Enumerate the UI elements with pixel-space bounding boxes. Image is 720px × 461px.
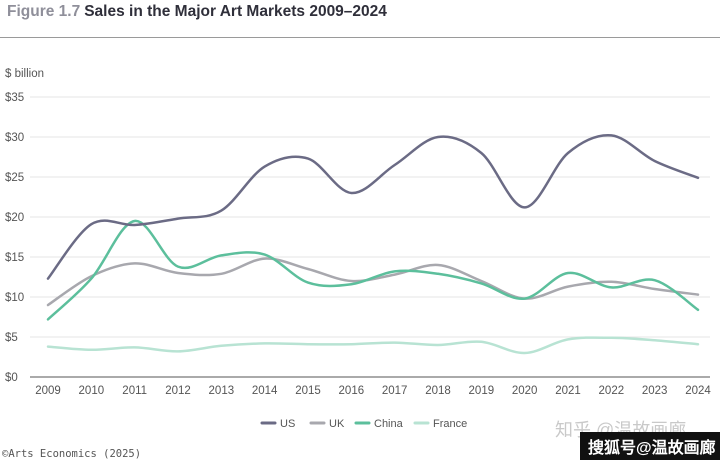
- legend: US UK China France: [260, 418, 467, 430]
- series-line-us: [46, 134, 700, 280]
- y-tick-4: $20: [5, 212, 24, 224]
- title-divider: [0, 37, 720, 38]
- x-tick-2014: 2014: [252, 385, 278, 397]
- x-tick-2024: 2024: [685, 385, 711, 397]
- series-line-france: [46, 336, 700, 355]
- x-tick-2009: 2009: [35, 385, 61, 397]
- figure-label: Figure 1.7: [7, 3, 81, 20]
- chart-title: Figure 1.7 Sales in the Major Art Markets…: [7, 3, 387, 21]
- x-tick-2021: 2021: [555, 385, 581, 397]
- y-tick-7: $35: [5, 92, 24, 104]
- y-tick-labels: $0 $5 $10 $15 $20 $25 $30 $35: [5, 92, 24, 384]
- y-tick-6: $30: [5, 132, 24, 144]
- y-tick-3: $15: [5, 252, 24, 264]
- x-tick-2019: 2019: [469, 385, 495, 397]
- grid-lines: [30, 96, 710, 378]
- x-tick-2015: 2015: [295, 385, 321, 397]
- legend-label-china: China: [374, 418, 404, 430]
- x-tick-2011: 2011: [122, 385, 147, 397]
- x-tick-2016: 2016: [339, 385, 365, 397]
- y-tick-2: $10: [5, 292, 24, 304]
- x-tick-2018: 2018: [425, 385, 451, 397]
- series-line-uk: [46, 257, 700, 307]
- title-text: Sales in the Major Art Markets 2009–2024: [84, 3, 387, 20]
- x-tick-2013: 2013: [209, 385, 235, 397]
- x-tick-2010: 2010: [79, 385, 105, 397]
- legend-label-uk: UK: [329, 418, 345, 430]
- series-lines: [46, 134, 700, 355]
- legend-label-us: US: [280, 418, 295, 430]
- x-tick-2023: 2023: [642, 385, 668, 397]
- x-tick-labels: 2009 2010 2011 2012 2013 2014 2015 2016 2017 2018…: [35, 385, 711, 397]
- y-axis-label: $ billion: [5, 68, 44, 80]
- source-credit: ©Arts Economics (2025): [2, 448, 142, 460]
- legend-label-france: France: [433, 418, 467, 430]
- x-tick-2017: 2017: [382, 385, 408, 397]
- y-tick-0: $0: [5, 372, 18, 384]
- series-line-china: [46, 219, 700, 321]
- x-tick-2022: 2022: [599, 385, 625, 397]
- watermark-sohu: 搜狐号@温故画廊: [580, 432, 720, 460]
- y-tick-1: $5: [5, 332, 18, 344]
- x-tick-2020: 2020: [512, 385, 538, 397]
- y-tick-5: $25: [5, 172, 24, 184]
- x-tick-2012: 2012: [165, 385, 191, 397]
